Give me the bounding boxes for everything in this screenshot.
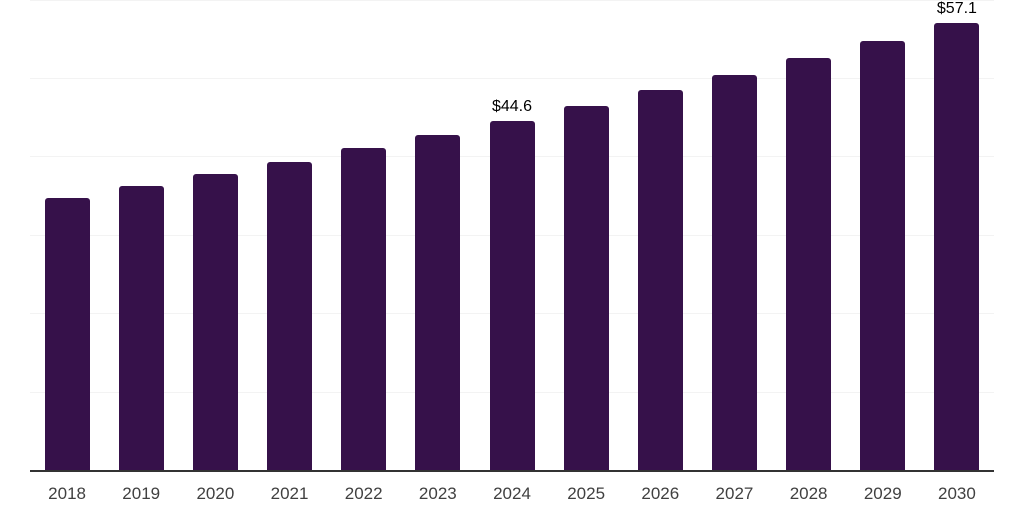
gridline-60: [30, 0, 994, 1]
gridline-50: [30, 78, 994, 79]
x-axis-labels: 2018 2019 2020 2021 2022 2023 2024 2025 2026 2027…: [30, 483, 994, 505]
bar-2025: [563, 105, 609, 471]
x-tick-label-2025: 2025: [567, 484, 606, 503]
x-tick-label-2026: 2026: [641, 484, 680, 503]
bar-2030: [934, 22, 980, 471]
x-tick-label-2023: 2023: [418, 484, 457, 503]
x-tick-label-2028: 2028: [789, 484, 828, 503]
x-tick-label-2018: 2018: [48, 484, 86, 503]
plot-area: $44.6 $57.1: [30, 0, 994, 472]
bar-2018: [44, 197, 90, 471]
bar-value-label-2024: $44.6: [491, 97, 533, 115]
x-tick-label-2027: 2027: [715, 484, 754, 503]
x-tick-label-2022: 2022: [344, 484, 383, 503]
x-tick-label-2029: 2029: [863, 484, 902, 503]
bar-2021: [267, 161, 313, 471]
bar-2026: [637, 90, 683, 471]
bar-2029: [860, 40, 906, 471]
bar-2022: [341, 148, 387, 471]
bar-2020: [192, 173, 238, 471]
bar-2023: [415, 135, 461, 471]
bar-2028: [786, 58, 832, 471]
x-tick-label-2021: 2021: [270, 484, 309, 503]
x-tick-label-2030: 2030: [938, 484, 976, 503]
bar-2024: [489, 120, 535, 471]
bar-2027: [711, 74, 757, 471]
x-tick-label-2024: 2024: [493, 484, 531, 503]
bar-2019: [118, 186, 164, 471]
x-tick-label-2019: 2019: [122, 484, 161, 503]
x-axis-line: [30, 470, 994, 472]
bar-value-label-2030: $57.1: [936, 0, 977, 17]
x-tick-label-2020: 2020: [196, 484, 235, 503]
